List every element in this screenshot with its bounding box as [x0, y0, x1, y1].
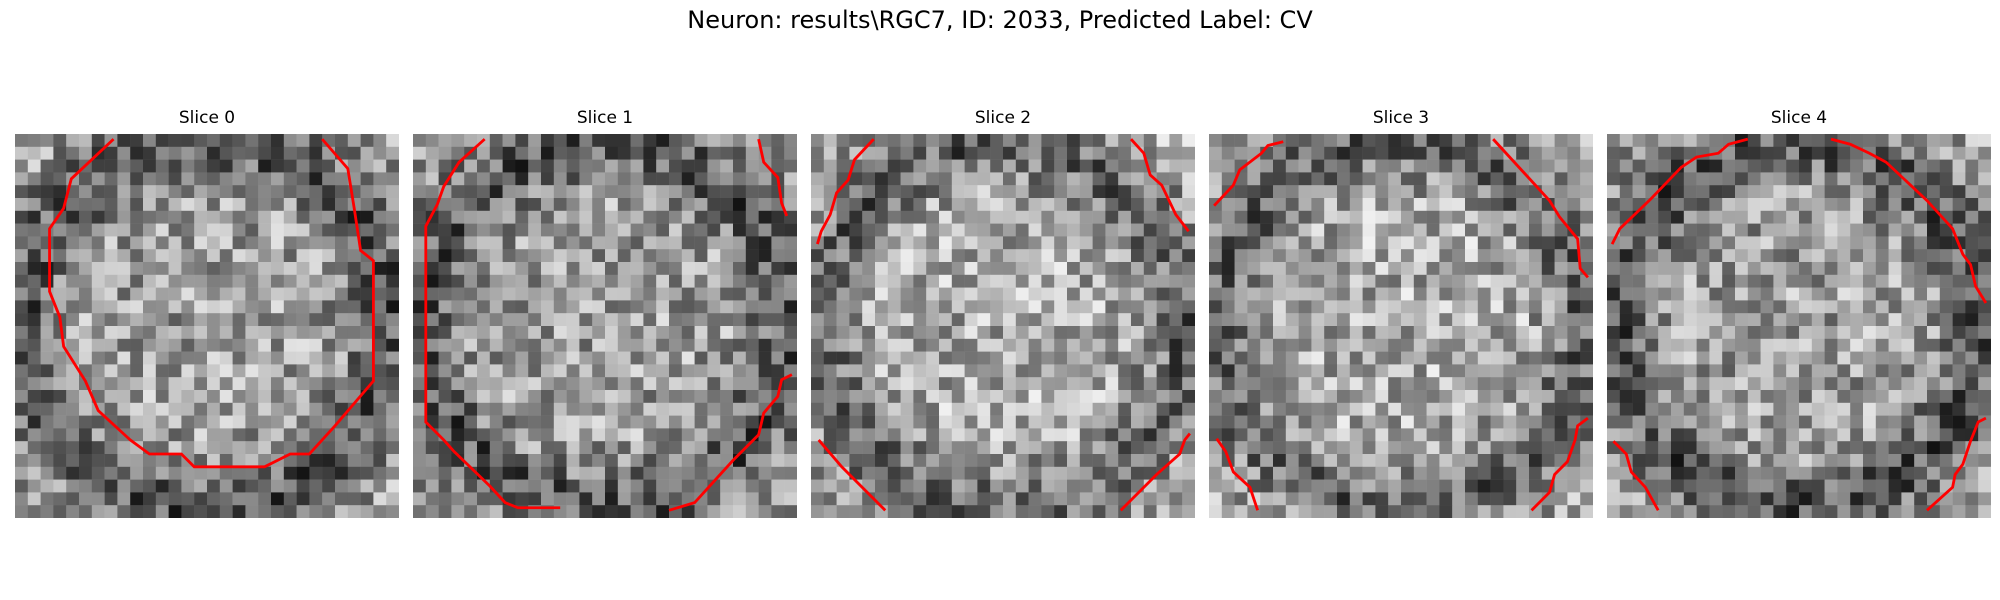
contour-line [1830, 137, 1988, 304]
slice-image [811, 134, 1195, 518]
slice-image [1209, 134, 1593, 518]
contour-line [1926, 416, 1987, 512]
slice-title: Slice 2 [974, 108, 1032, 128]
contour-line [424, 138, 561, 510]
slice-title: Slice 3 [1372, 108, 1430, 128]
contour-line [1119, 432, 1191, 512]
contour-line [816, 138, 875, 245]
slice-title: Slice 4 [1770, 108, 1828, 128]
contour-line [757, 138, 789, 217]
slice-title: Slice 1 [576, 108, 634, 128]
figure-title: Neuron: results\RGC7, ID: 2033, Predicte… [687, 6, 1313, 34]
contour-line [1610, 137, 1749, 245]
slice-image [1607, 134, 1991, 518]
slice-image [413, 134, 797, 518]
contour-line [1612, 440, 1660, 512]
contour-line [817, 439, 887, 512]
contour-line [1129, 138, 1190, 233]
contour-line [668, 373, 793, 512]
slice-image [15, 134, 399, 518]
contour-line [1530, 417, 1589, 512]
contour-line [48, 138, 375, 469]
contour-line [1492, 138, 1589, 279]
slice-title: Slice 0 [178, 108, 236, 128]
contour-line [1213, 140, 1284, 207]
contour-line [1215, 437, 1259, 511]
